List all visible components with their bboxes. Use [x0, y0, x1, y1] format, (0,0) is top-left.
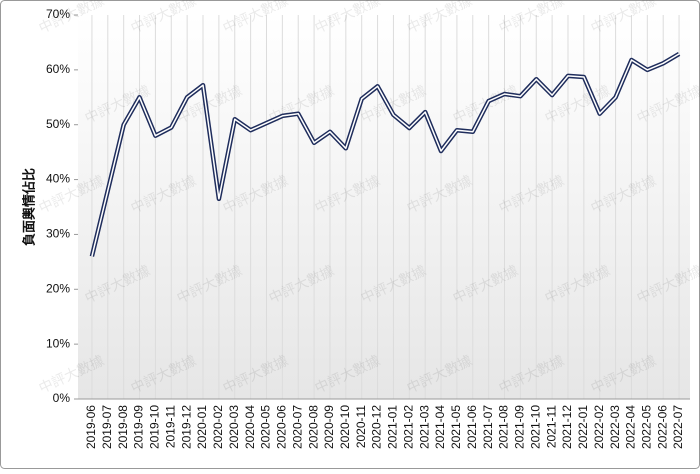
x-tick-label: 2022-05: [640, 405, 654, 449]
x-tick-label: 2022-02: [592, 405, 606, 449]
x-tick-label: 2019-07: [100, 405, 114, 449]
x-tick-label: 2020-03: [227, 405, 241, 449]
x-tick-label: 2019-12: [179, 405, 193, 449]
y-tick-label: 60%: [46, 62, 70, 76]
x-tick-label: 2021-08: [497, 405, 511, 449]
x-tick-label: 2021-09: [513, 405, 527, 449]
x-tick-label: 2020-08: [306, 405, 320, 449]
x-tick-label: 2020-07: [290, 405, 304, 449]
x-tick-label: 2020-12: [370, 405, 384, 449]
x-tick-label: 2021-05: [449, 405, 463, 449]
x-tick-label: 2020-04: [243, 405, 257, 449]
y-tick-label: 50%: [46, 117, 70, 131]
x-tick-label: 2020-02: [211, 405, 225, 449]
x-tick-label: 2022-06: [655, 405, 669, 449]
x-tick-label: 2020-06: [275, 405, 289, 449]
x-tick-label: 2021-01: [386, 405, 400, 449]
x-tick-label: 2019-08: [116, 405, 130, 449]
y-tick-label: 40%: [46, 172, 70, 186]
x-tick-label: 2019-09: [132, 405, 146, 449]
x-tick-label: 2021-04: [433, 405, 447, 449]
x-tick-label: 2022-07: [671, 405, 685, 449]
x-tick-label: 2019-10: [148, 405, 162, 449]
x-tick-label: 2021-11: [544, 405, 558, 448]
y-axis-label: 負面輿情佔比: [21, 168, 36, 246]
x-tick-label: 2019-11: [163, 405, 177, 448]
x-tick-label: 2022-01: [576, 405, 590, 449]
x-tick-label: 2020-11: [354, 405, 368, 448]
x-tick-label: 2021-06: [465, 405, 479, 449]
x-tick-label: 2021-10: [528, 405, 542, 449]
y-tick-label: 0%: [53, 391, 71, 405]
x-tick-label: 2020-09: [322, 405, 336, 449]
y-tick-label: 30%: [46, 227, 70, 241]
y-tick-label: 20%: [46, 281, 70, 295]
x-tick-label: 2022-04: [624, 405, 638, 449]
x-tick-label: 2022-03: [608, 405, 622, 449]
x-tick-label: 2020-05: [259, 405, 273, 449]
plot-area: [78, 15, 690, 399]
x-tick-label: 2021-02: [401, 405, 415, 449]
x-tick-label: 2021-12: [560, 405, 574, 449]
x-tick-label: 2021-03: [417, 405, 431, 449]
line-highlight: [91, 53, 680, 257]
y-tick-label: 70%: [46, 7, 70, 21]
x-tick-label: 2020-10: [338, 405, 352, 449]
x-tick-label: 2020-01: [195, 405, 209, 449]
x-tick-label: 2019-06: [84, 405, 98, 449]
x-tick-label: 2021-07: [481, 405, 495, 449]
y-tick-label: 10%: [46, 336, 70, 350]
